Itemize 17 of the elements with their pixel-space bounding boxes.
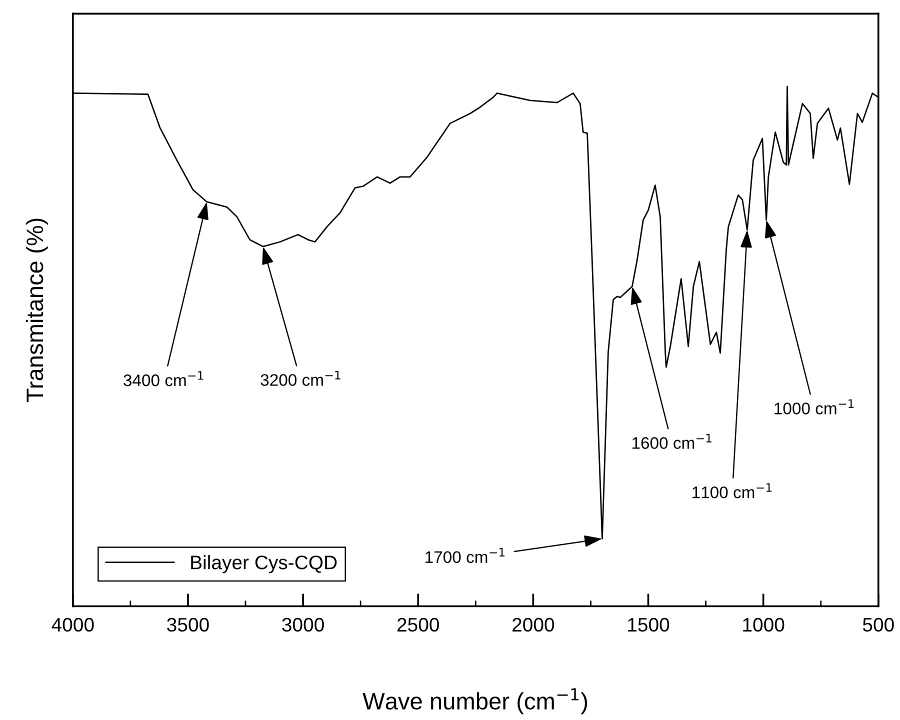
annotation: 3200 cm$^{−1}$: [260, 370, 340, 386]
x-axis-title: Wave number (cm$^{−1}$): [362, 688, 588, 714]
annotation: 1700 cm$^{−1}$: [426, 548, 505, 564]
x-tick-label: 4000: [52, 618, 94, 632]
annotation: 1600 cm$^{−1}$: [632, 434, 712, 449]
x-tick-label: 3000: [282, 618, 324, 632]
x-tick-label: 2000: [512, 618, 554, 632]
annotation: 3400 cm$^{−1}$: [124, 371, 204, 386]
x-tick-label: 1000: [743, 618, 784, 632]
annotation: 1000 cm$^{−1}$: [774, 399, 854, 414]
x-tick-label: 2500: [397, 618, 439, 632]
annotation: 1100 cm$^{−1}$: [692, 483, 772, 498]
x-tick-label: 3500: [167, 618, 209, 632]
legend-label: Bilayer Cys-CQD: [191, 555, 337, 574]
x-tick-label: 1500: [628, 618, 670, 632]
x-tick-label: 500: [862, 618, 894, 632]
y-axis-title: Transmitance (%): [26, 218, 48, 402]
